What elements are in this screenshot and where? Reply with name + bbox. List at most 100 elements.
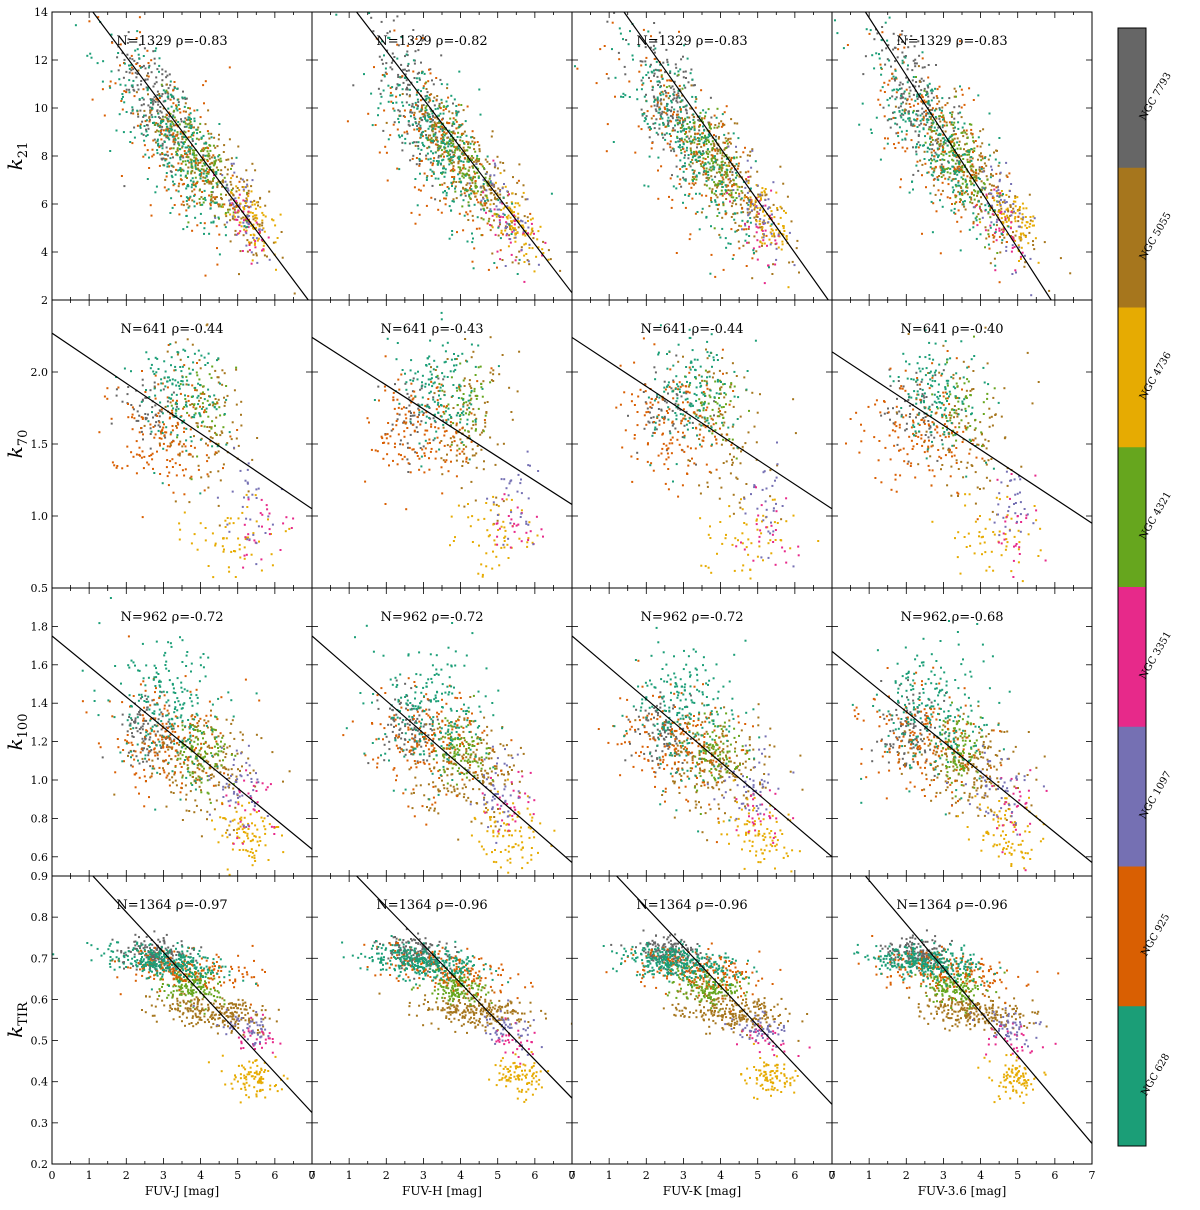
- data-point: [765, 188, 767, 190]
- data-point: [407, 65, 409, 67]
- data-point: [445, 203, 447, 205]
- data-point: [256, 201, 258, 203]
- data-point: [435, 108, 437, 110]
- data-point: [154, 83, 156, 85]
- data-point: [1010, 227, 1012, 229]
- data-point: [942, 169, 944, 171]
- data-point: [192, 154, 194, 156]
- data-point: [944, 178, 946, 180]
- data-point: [738, 225, 740, 227]
- data-point: [732, 202, 734, 204]
- data-point: [714, 115, 716, 117]
- data-point: [426, 88, 428, 90]
- data-point: [908, 113, 910, 115]
- data-point: [1002, 221, 1004, 223]
- data-point: [456, 113, 458, 115]
- data-point: [168, 130, 170, 132]
- data-point: [492, 226, 494, 228]
- data-point: [1030, 258, 1032, 260]
- data-point: [691, 198, 693, 200]
- data-point: [150, 59, 152, 61]
- data-point: [220, 160, 222, 162]
- data-point: [897, 132, 899, 134]
- data-point: [714, 155, 716, 157]
- data-point: [999, 212, 1001, 214]
- data-point: [694, 136, 696, 138]
- data-point: [185, 123, 187, 125]
- data-point: [430, 197, 432, 199]
- data-point: [402, 69, 404, 71]
- data-point: [959, 201, 961, 203]
- data-point: [978, 169, 980, 171]
- data-point: [261, 224, 263, 226]
- data-point: [794, 264, 796, 266]
- data-point: [238, 189, 240, 191]
- data-point: [232, 175, 234, 177]
- data-point: [427, 158, 429, 160]
- data-point: [951, 141, 953, 143]
- data-point: [185, 209, 187, 211]
- data-point: [231, 189, 233, 191]
- data-point: [243, 189, 245, 191]
- data-point: [914, 65, 916, 67]
- data-point: [657, 170, 659, 172]
- data-point: [980, 146, 982, 148]
- data-point: [187, 185, 189, 187]
- data-point: [930, 141, 932, 143]
- data-point: [734, 122, 736, 124]
- data-point: [155, 76, 157, 78]
- data-point: [700, 89, 702, 91]
- data-point: [141, 97, 143, 99]
- data-point: [709, 169, 711, 171]
- data-point: [664, 134, 666, 136]
- data-point: [968, 154, 970, 156]
- data-point: [973, 189, 975, 191]
- data-point: [962, 154, 964, 156]
- data-point: [152, 140, 154, 142]
- data-point: [716, 117, 718, 119]
- data-point: [237, 210, 239, 212]
- data-point: [468, 141, 470, 143]
- data-point: [511, 233, 513, 235]
- data-point: [702, 174, 704, 176]
- data-point: [651, 142, 653, 144]
- data-point: [967, 137, 969, 139]
- data-point: [150, 204, 152, 206]
- data-point: [714, 150, 716, 152]
- data-point: [786, 236, 788, 238]
- data-point: [497, 199, 499, 201]
- data-point: [261, 220, 263, 222]
- data-point: [476, 155, 478, 157]
- data-point: [157, 91, 159, 93]
- data-point: [954, 127, 956, 129]
- data-point: [245, 186, 247, 188]
- data-point: [255, 208, 257, 210]
- data-point: [207, 147, 209, 149]
- data-point: [254, 242, 256, 244]
- data-point: [688, 164, 690, 166]
- data-point: [425, 134, 427, 136]
- data-point: [671, 106, 673, 108]
- data-point: [708, 141, 710, 143]
- data-point: [462, 167, 464, 169]
- data-point: [120, 100, 122, 102]
- data-point: [245, 245, 247, 247]
- data-point: [724, 162, 726, 164]
- data-point: [689, 128, 691, 130]
- data-point: [390, 95, 392, 97]
- data-point: [406, 101, 408, 103]
- data-point: [754, 203, 756, 205]
- data-point: [164, 186, 166, 188]
- data-point: [671, 199, 673, 201]
- data-point: [694, 170, 696, 172]
- data-point: [773, 216, 775, 218]
- data-point: [953, 142, 955, 144]
- data-point: [649, 136, 651, 138]
- data-point: [915, 146, 917, 148]
- data-point: [482, 191, 484, 193]
- data-point: [956, 141, 958, 143]
- data-point: [696, 146, 698, 148]
- data-point: [662, 78, 664, 80]
- data-point: [218, 134, 220, 136]
- data-point: [452, 145, 454, 147]
